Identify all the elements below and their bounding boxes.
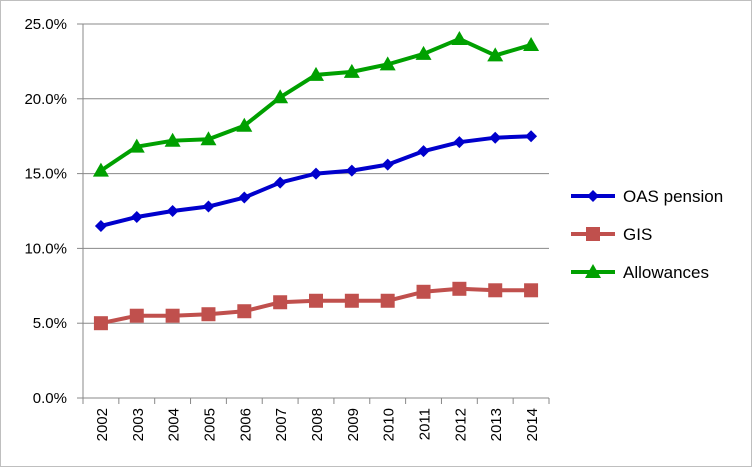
data-point-triangle [523, 36, 540, 51]
data-point-diamond [238, 191, 251, 204]
data-point-square [309, 293, 323, 308]
data-point-square [488, 283, 503, 298]
y-tick-label: 5.0% [33, 315, 67, 332]
data-point-square [165, 308, 180, 323]
series-lines [92, 30, 540, 331]
data-point-diamond [310, 167, 322, 180]
data-point-square [237, 304, 252, 319]
x-tick-label: 2005 [201, 408, 218, 441]
data-point-diamond [525, 130, 538, 143]
y-tick-label: 25.0% [24, 16, 67, 33]
x-tick-label: 2004 [166, 408, 183, 441]
data-point-triangle [236, 117, 253, 132]
legend-item: GIS [571, 225, 652, 244]
legend-item: OAS pension [571, 187, 723, 206]
legend-label: GIS [623, 225, 652, 244]
data-point-diamond [202, 200, 215, 213]
data-point-diamond [381, 158, 394, 171]
data-point-square [344, 293, 359, 308]
x-tick-label: 2003 [130, 408, 147, 441]
data-point-diamond [130, 210, 143, 223]
y-tick-label: 0.0% [33, 390, 67, 407]
x-tick-label: 2011 [417, 408, 434, 440]
x-tick-label: 2012 [452, 408, 469, 441]
data-point-triangle [415, 45, 432, 60]
x-tick-label: 2014 [524, 408, 541, 441]
legend: OAS pension GIS Allowances [571, 187, 723, 282]
data-point-diamond [274, 176, 287, 189]
y-tick-label: 20.0% [24, 91, 67, 108]
x-tick-label: 2008 [309, 408, 326, 441]
axes [77, 23, 550, 404]
data-point-triangle [200, 131, 217, 146]
y-tick-label: 15.0% [24, 166, 67, 183]
data-point-triangle [164, 132, 181, 147]
data-point-square [201, 307, 216, 322]
series-gis [93, 281, 539, 331]
data-point-triangle [379, 56, 396, 71]
x-tick-label: 2002 [94, 408, 111, 441]
data-point-square [524, 283, 539, 298]
legend-marker-triangle [585, 264, 601, 278]
legend-marker-diamond [587, 190, 599, 202]
data-point-square [452, 281, 467, 296]
series-line [100, 134, 532, 228]
data-point-square [380, 293, 395, 308]
series-allowances [92, 30, 540, 177]
data-point-triangle [272, 89, 289, 104]
data-point-triangle [308, 66, 324, 81]
data-point-square [129, 308, 144, 323]
legend-label: Allowances [623, 263, 709, 282]
data-point-diamond [489, 131, 502, 144]
data-point-triangle [128, 138, 145, 153]
x-tick-label: 2007 [273, 408, 290, 441]
data-point-triangle [92, 162, 109, 177]
data-point-diamond [94, 219, 107, 232]
y-axis-tick-labels: 0.0% 5.0% 10.0% 15.0% 20.0% 25.0% [24, 16, 67, 407]
data-point-diamond [453, 136, 466, 149]
series-oas-pension [94, 130, 538, 232]
x-axis-tick-labels: 2002 2003 2004 2005 2006 2007 2008 2009 2010 2011… [94, 408, 541, 441]
data-point-diamond [166, 205, 179, 217]
legend-label: OAS pension [623, 187, 723, 206]
legend-item: Allowances [571, 263, 709, 282]
x-tick-label: 2006 [237, 408, 254, 441]
data-point-square [93, 316, 108, 331]
y-tick-label: 10.0% [24, 240, 67, 257]
series-line [99, 36, 532, 173]
data-point-triangle [343, 63, 360, 78]
x-tick-label: 2009 [345, 408, 362, 441]
x-tick-label: 2013 [488, 408, 505, 441]
data-point-square [273, 295, 288, 310]
data-point-diamond [345, 164, 358, 177]
data-point-square [416, 284, 431, 299]
data-point-triangle [487, 47, 504, 62]
data-point-diamond [417, 145, 430, 158]
legend-marker-square [586, 227, 600, 241]
data-point-triangle [451, 30, 468, 45]
x-tick-label: 2010 [381, 408, 398, 441]
